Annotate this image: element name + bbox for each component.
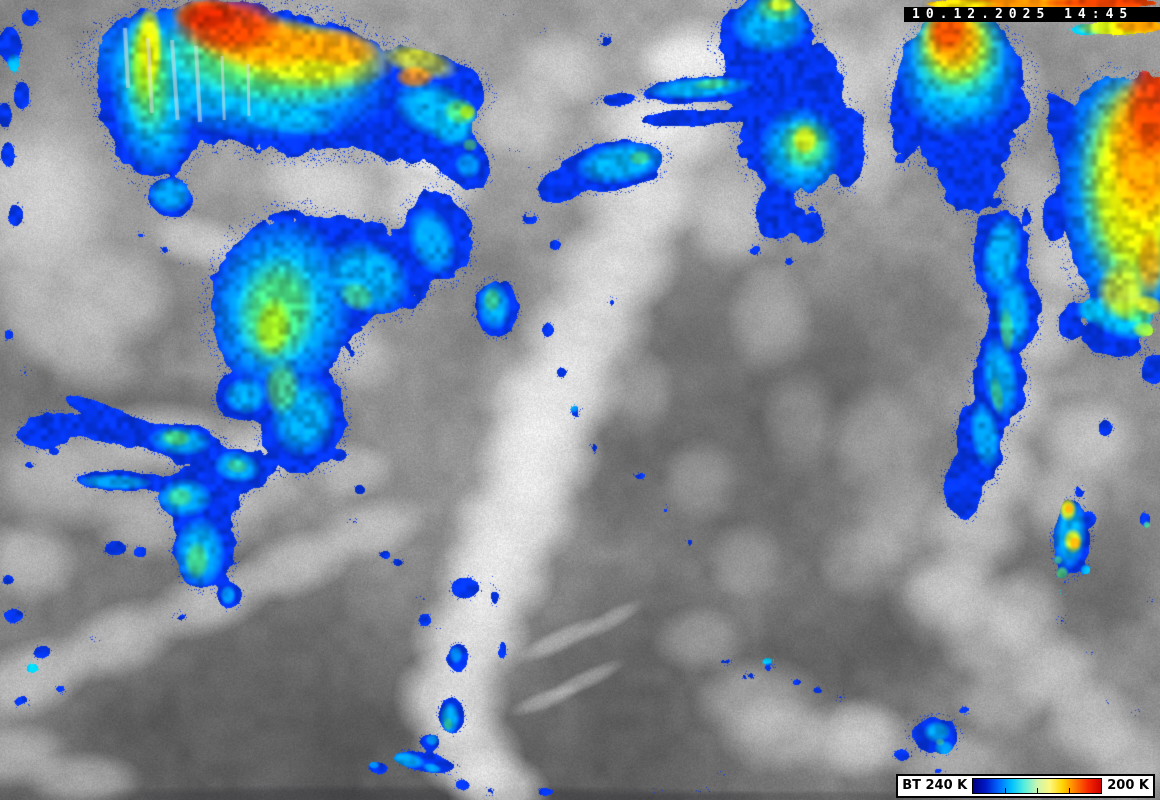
legend-tick: [1069, 788, 1071, 793]
timestamp-overlay: 10.12.2025 14:45: [904, 7, 1160, 22]
legend-min-label: BT 240 K: [902, 778, 968, 793]
colorbar-legend: BT 240 K 200 K: [896, 774, 1155, 798]
timestamp-text: 10.12.2025 14:45: [912, 7, 1134, 22]
legend-gradient-bar: [972, 778, 1103, 794]
legend-tick: [1005, 788, 1007, 793]
legend-tick: [1037, 788, 1039, 793]
legend-max-label: 200 K: [1107, 778, 1149, 793]
